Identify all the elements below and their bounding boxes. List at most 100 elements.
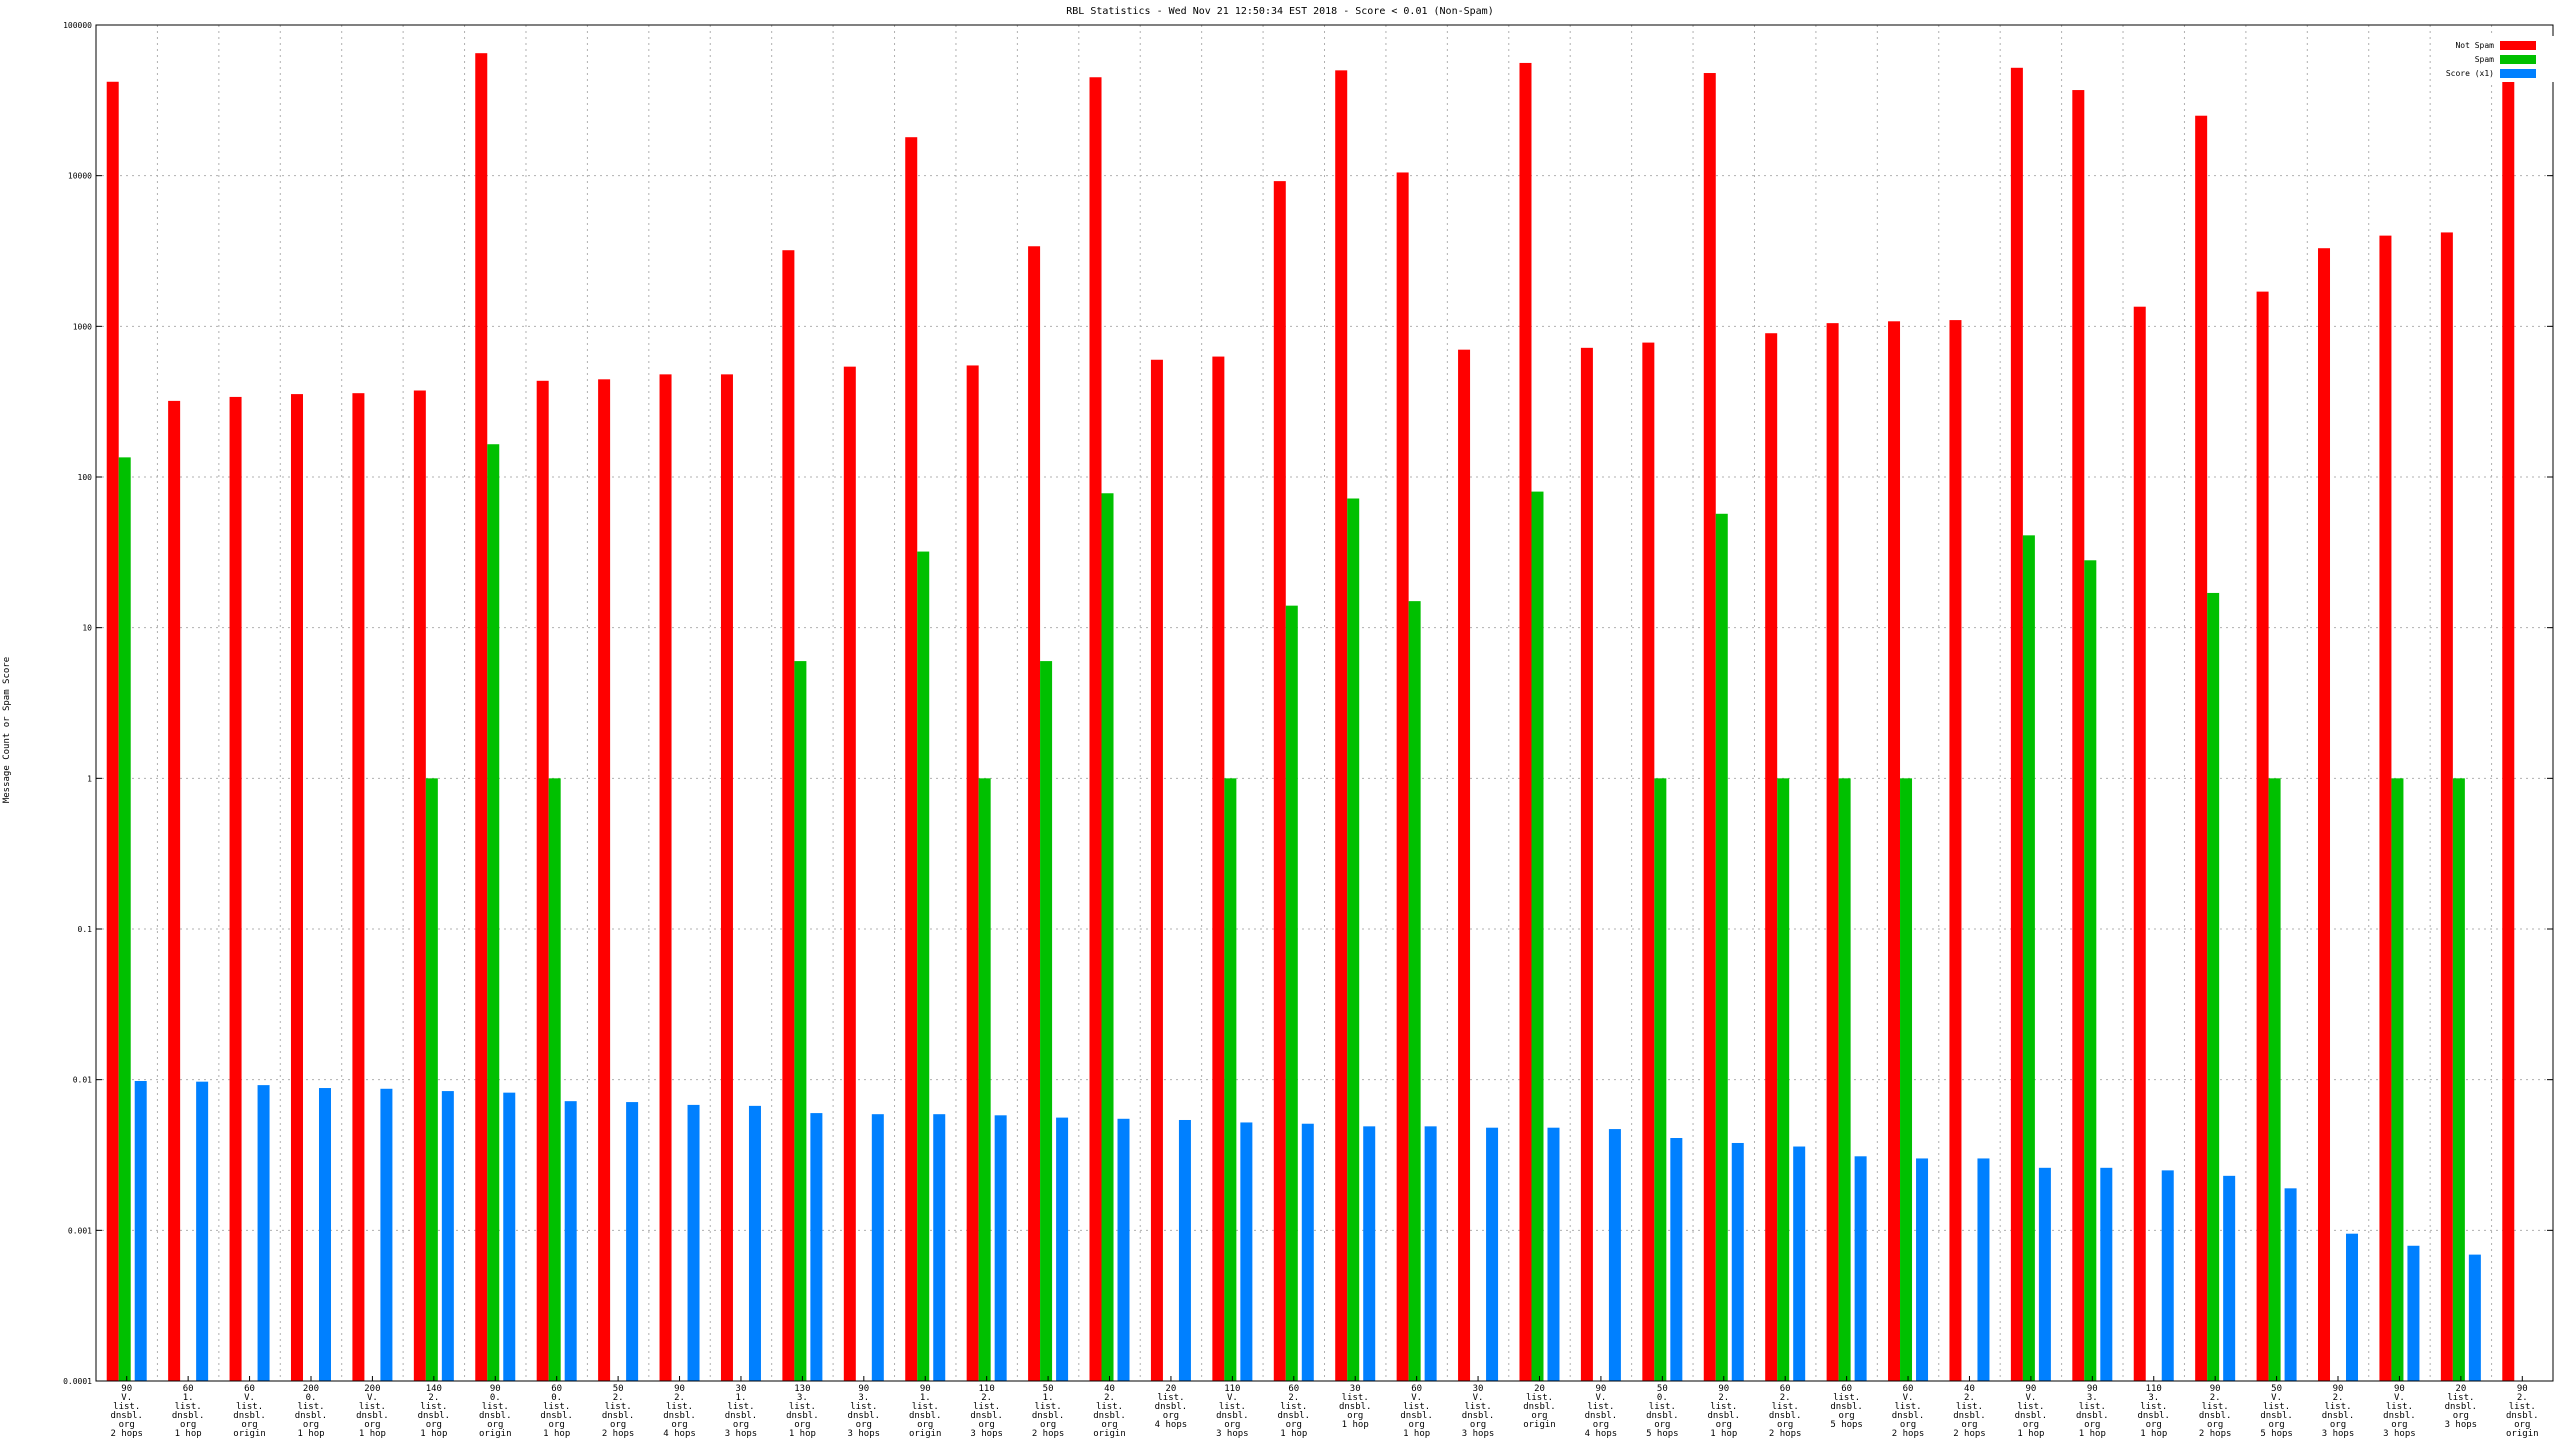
x-tick-label: 60 2. list. dnsbl. org 1 hop bbox=[1278, 1384, 1311, 1439]
legend-label: Spam bbox=[2475, 55, 2494, 64]
bar-score-x1 bbox=[1731, 1142, 1744, 1381]
bar-not-spam bbox=[1396, 172, 1409, 1382]
bar-score-x1 bbox=[810, 1113, 823, 1381]
bar-spam bbox=[794, 661, 807, 1381]
bar-score-x1 bbox=[1977, 1158, 1990, 1381]
bars-layer bbox=[106, 53, 2515, 1382]
bar-score-x1 bbox=[1240, 1122, 1253, 1381]
bar-not-spam bbox=[1150, 359, 1163, 1381]
bar-spam bbox=[1654, 778, 1667, 1381]
y-tick-label: 100 bbox=[78, 473, 93, 482]
x-tick-label: 90 3. list. dnsbl. org 1 hop bbox=[2076, 1384, 2109, 1439]
bar-spam bbox=[1224, 778, 1237, 1381]
bar-score-x1 bbox=[257, 1085, 270, 1381]
bar-spam bbox=[1838, 778, 1851, 1381]
y-tick-label: 0.01 bbox=[73, 1076, 92, 1085]
x-tick-label: 50 0. list. dnsbl. org 5 hops bbox=[1646, 1384, 1679, 1439]
bar-spam bbox=[2268, 778, 2281, 1381]
x-tick-label: 60 2. list. dnsbl. org 2 hops bbox=[1769, 1384, 1802, 1439]
x-tick-label: 30 1. list. dnsbl. org 3 hops bbox=[725, 1384, 758, 1439]
bar-not-spam bbox=[1089, 77, 1102, 1382]
bar-not-spam bbox=[659, 374, 672, 1382]
x-tick-label: 90 2. list. dnsbl. org 4 hops bbox=[663, 1384, 696, 1439]
bar-not-spam bbox=[290, 394, 303, 1381]
bar-score-x1 bbox=[1793, 1146, 1806, 1381]
bar-score-x1 bbox=[196, 1081, 209, 1381]
x-tick-label: 60 0. list. dnsbl. org 1 hop bbox=[540, 1384, 573, 1439]
x-tick-label: 20 list. dnsbl. org origin bbox=[1523, 1384, 1556, 1430]
legend-swatch bbox=[2500, 41, 2536, 50]
legend-swatch bbox=[2500, 55, 2536, 64]
x-tick-label: 40 2. list. dnsbl. org origin bbox=[1093, 1384, 1126, 1439]
bar-spam bbox=[2452, 778, 2465, 1381]
x-tick-label: 90 1. list. dnsbl. org origin bbox=[909, 1384, 942, 1439]
legend-swatch bbox=[2500, 69, 2536, 78]
bar-not-spam bbox=[1519, 62, 1532, 1381]
bar-not-spam bbox=[1212, 356, 1225, 1381]
bar-score-x1 bbox=[2038, 1167, 2051, 1381]
bar-score-x1 bbox=[626, 1102, 639, 1381]
y-axis-ticks: 0.0001 0.001 0.01 0.1 1 10 100 1000 10000 100000 bbox=[63, 21, 2553, 1386]
x-tick-label: 110 V. list. dnsbl. org 3 hops bbox=[1216, 1384, 1249, 1439]
bar-score-x1 bbox=[2223, 1175, 2236, 1381]
bar-score-x1 bbox=[1916, 1158, 1929, 1381]
bar-score-x1 bbox=[503, 1092, 516, 1381]
bar-not-spam bbox=[106, 81, 119, 1381]
bar-not-spam bbox=[352, 393, 365, 1382]
legend-label: Score (x1) bbox=[2446, 69, 2494, 78]
bar-not-spam bbox=[168, 400, 181, 1381]
y-tick-label: 0.1 bbox=[78, 925, 93, 934]
plot-frame bbox=[95, 24, 2554, 1382]
bar-spam bbox=[2022, 535, 2035, 1381]
x-tick-label: 50 1. list. dnsbl. org 2 hops bbox=[1032, 1384, 1065, 1439]
bar-spam bbox=[917, 551, 930, 1381]
x-tick-label: 50 V. list. dnsbl. org 5 hops bbox=[2260, 1384, 2293, 1439]
bar-not-spam bbox=[1580, 347, 1593, 1381]
bar-score-x1 bbox=[2407, 1245, 2420, 1381]
bar-score-x1 bbox=[687, 1104, 700, 1381]
y-axis-label: Message Count or Spam Score bbox=[2, 657, 12, 803]
bar-score-x1 bbox=[933, 1114, 946, 1381]
bar-not-spam bbox=[2379, 235, 2392, 1382]
bar-score-x1 bbox=[564, 1101, 577, 1381]
grid-layer bbox=[96, 25, 2553, 1381]
bar-score-x1 bbox=[1547, 1127, 1560, 1381]
bar-not-spam bbox=[1765, 333, 1778, 1382]
bar-not-spam bbox=[598, 379, 611, 1382]
bar-score-x1 bbox=[2100, 1167, 2113, 1381]
bar-not-spam bbox=[2072, 90, 2085, 1381]
bar-spam bbox=[487, 444, 500, 1381]
bar-not-spam bbox=[2502, 58, 2515, 1382]
bar-not-spam bbox=[905, 137, 918, 1382]
bar-not-spam bbox=[1028, 246, 1041, 1381]
bar-spam bbox=[1531, 491, 1544, 1382]
legend-label: Not Spam bbox=[2455, 41, 2494, 50]
bar-not-spam bbox=[1642, 342, 1655, 1382]
bar-score-x1 bbox=[1301, 1123, 1314, 1381]
y-tick-label: 1 bbox=[87, 774, 92, 783]
bar-score-x1 bbox=[1486, 1127, 1499, 1381]
x-tick-label: 200 0. list. dnsbl. org 1 hop bbox=[295, 1384, 328, 1439]
y-tick-label: 0.001 bbox=[68, 1226, 92, 1235]
bar-score-x1 bbox=[1670, 1138, 1683, 1381]
bar-score-x1 bbox=[1117, 1118, 1130, 1381]
bar-spam bbox=[978, 778, 991, 1381]
x-tick-label: 50 2. list. dnsbl. org 2 hops bbox=[602, 1384, 635, 1439]
x-tick-label: 60 V. list. dnsbl. org 1 hop bbox=[1400, 1384, 1433, 1439]
bar-spam bbox=[2084, 560, 2097, 1381]
bar-score-x1 bbox=[2346, 1233, 2359, 1381]
x-tick-label: 110 3. list. dnsbl. org 1 hop bbox=[2137, 1384, 2170, 1439]
x-tick-label: 90 V. list. dnsbl. org 2 hops bbox=[110, 1384, 143, 1439]
bar-score-x1 bbox=[1608, 1129, 1621, 1381]
bar-score-x1 bbox=[441, 1091, 454, 1381]
bar-score-x1 bbox=[1363, 1126, 1376, 1381]
bar-score-x1 bbox=[2284, 1188, 2297, 1381]
bar-score-x1 bbox=[380, 1088, 393, 1381]
y-tick-label: 10 bbox=[82, 624, 92, 633]
y-tick-label: 10000 bbox=[68, 172, 92, 181]
bar-not-spam bbox=[843, 366, 856, 1381]
x-tick-label: 90 V. list. dnsbl. org 3 hops bbox=[2383, 1384, 2416, 1439]
x-tick-label: 140 2. list. dnsbl. org 1 hop bbox=[418, 1384, 451, 1439]
bar-score-x1 bbox=[748, 1105, 761, 1381]
bar-spam bbox=[1101, 493, 1114, 1381]
